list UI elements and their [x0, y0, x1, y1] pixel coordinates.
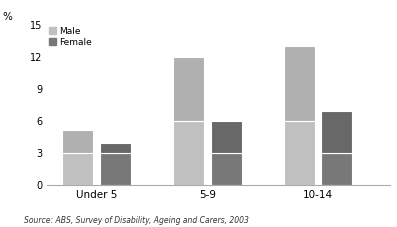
Text: %: %: [2, 12, 12, 22]
Bar: [173, 57, 204, 121]
Bar: [284, 121, 315, 185]
Bar: [211, 121, 242, 153]
Bar: [211, 153, 242, 185]
Bar: [322, 111, 353, 153]
Bar: [62, 153, 93, 185]
Bar: [100, 153, 131, 185]
Text: Source: ABS, Survey of Disability, Ageing and Carers, 2003: Source: ABS, Survey of Disability, Agein…: [24, 216, 249, 225]
Bar: [322, 153, 353, 185]
Bar: [62, 130, 93, 153]
Bar: [284, 46, 315, 121]
Legend: Male, Female: Male, Female: [48, 26, 93, 47]
Bar: [173, 121, 204, 185]
Bar: [100, 143, 131, 153]
